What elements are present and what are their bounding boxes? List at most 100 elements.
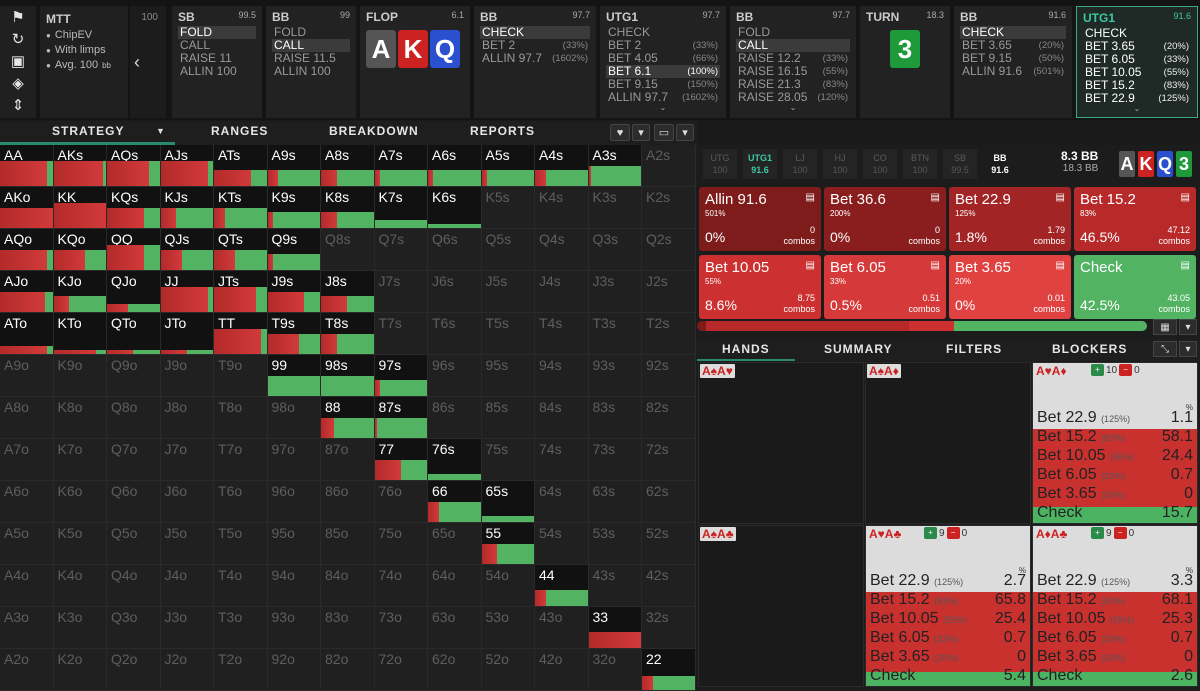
grid-cell[interactable]: 43s	[588, 565, 642, 607]
grid-cell[interactable]: K6o	[53, 481, 107, 523]
grid-cell[interactable]: T7s	[374, 313, 428, 355]
grid-cell[interactable]: 66	[428, 481, 482, 523]
split-icon[interactable]: ⇕	[11, 97, 25, 114]
chevron-down-icon[interactable]: ⌄	[1133, 104, 1141, 113]
grid-cell[interactable]: 53s	[588, 523, 642, 565]
grid-cell[interactable]: 72s	[642, 439, 696, 481]
tab-summary[interactable]: SUMMARY	[824, 342, 893, 356]
grid-cell[interactable]: 98o	[267, 397, 321, 439]
grid-cell[interactable]: 55	[481, 523, 535, 565]
grid-cell[interactable]: A4o	[0, 565, 54, 607]
action-card[interactable]: Bet 36.6 200% 0% 0 combos ▤	[824, 187, 946, 251]
grid-cell[interactable]: 82s	[642, 397, 696, 439]
action-option[interactable]: ALLIN 100	[272, 65, 350, 78]
action-option[interactable]: ALLIN 97.7 (1602%)	[480, 52, 590, 65]
grid-cell[interactable]: J5o	[160, 523, 214, 565]
grid-cell[interactable]: 85s	[481, 397, 535, 439]
grid-cell[interactable]: 73s	[588, 439, 642, 481]
grid-cell[interactable]: ATo	[0, 313, 54, 355]
grid-cell[interactable]: K9o	[53, 355, 107, 397]
collapse-icon[interactable]: ⤡	[1153, 341, 1177, 357]
action-card[interactable]: Bet 10.05 55% 8.6% 8.75 combos ▤	[699, 255, 821, 319]
grid-cell[interactable]: K4s	[535, 187, 589, 229]
grid-cell[interactable]: K8o	[53, 397, 107, 439]
action-option[interactable]: BET 9.15 (50%)	[960, 52, 1066, 65]
action-option[interactable]: CALL	[736, 39, 850, 52]
grid-cell[interactable]: KQo	[53, 229, 107, 271]
grid-cell[interactable]: 94o	[267, 565, 321, 607]
grid-cell[interactable]: 42o	[535, 649, 589, 691]
grid-cell[interactable]: 54s	[535, 523, 589, 565]
tab-filters[interactable]: FILTERS	[946, 342, 1003, 356]
action-option[interactable]: ALLIN 100	[178, 65, 256, 78]
grid-cell[interactable]: 63s	[588, 481, 642, 523]
chevron-down-icon[interactable]: ▾	[1179, 341, 1197, 357]
tab-hands[interactable]: HANDS	[722, 342, 770, 356]
grid-cell[interactable]: K7o	[53, 439, 107, 481]
hand-combo[interactable]: A♥A♦ +10−0% Bet 22.9 (125%) 1.1 Bet 15.2 (83…	[1032, 362, 1198, 524]
action-option[interactable]: RAISE 11	[178, 52, 256, 65]
position-co[interactable]: CO 100	[863, 149, 897, 179]
grid-cell[interactable]: K9s	[267, 187, 321, 229]
action-option[interactable]: ALLIN 91.6 (501%)	[960, 65, 1066, 78]
hand-combo[interactable]: A♠A♦	[865, 362, 1031, 524]
grid-cell[interactable]: AJo	[0, 271, 54, 313]
grid-cell[interactable]: 92s	[642, 355, 696, 397]
grid-cell[interactable]: T2s	[642, 313, 696, 355]
gamepad-icon[interactable]: ◈	[12, 75, 24, 92]
grid-cell[interactable]: 74s	[535, 439, 589, 481]
grid-cell[interactable]: KK	[53, 187, 107, 229]
grid-cell[interactable]: A8s	[321, 145, 375, 187]
grid-cell[interactable]: A7s	[374, 145, 428, 187]
grid-cell[interactable]: 63o	[428, 607, 482, 649]
grid-cell[interactable]: Q9s	[267, 229, 321, 271]
hand-combo[interactable]: A♥A♣ +9−0% Bet 22.9 (125%) 2.7 Bet 15.2 (83%…	[865, 525, 1031, 687]
save-icon[interactable]: ▣	[10, 53, 26, 70]
action-option[interactable]: BET 4.05 (66%)	[606, 52, 720, 65]
grid-cell[interactable]: J5s	[481, 271, 535, 313]
grid-cell[interactable]: K2o	[53, 649, 107, 691]
grid-cell[interactable]: T4s	[535, 313, 589, 355]
grid-cell[interactable]: 94s	[535, 355, 589, 397]
grid-cell[interactable]: A9o	[0, 355, 54, 397]
position-sb[interactable]: SB 99.5	[943, 149, 977, 179]
grid-cell[interactable]: A8o	[0, 397, 54, 439]
chevron-down-icon[interactable]: ⌄	[789, 103, 797, 112]
details-icon[interactable]: ▤	[930, 192, 940, 203]
grid-cell[interactable]: A3s	[588, 145, 642, 187]
grid-cell[interactable]: A7o	[0, 439, 54, 481]
grid-cell[interactable]: T3s	[588, 313, 642, 355]
tab-blockers[interactable]: BLOCKERS	[1052, 342, 1128, 356]
grid-cell[interactable]: JTs	[214, 271, 268, 313]
chevron-down-icon[interactable]: ▼	[156, 126, 165, 136]
action-option[interactable]: RAISE 12.2 (33%)	[736, 52, 850, 65]
grid-cell[interactable]: 77	[374, 439, 428, 481]
tab-breakdown[interactable]: BREAKDOWN	[329, 124, 419, 138]
grid-cell[interactable]: 88	[321, 397, 375, 439]
grid-cell[interactable]: J8o	[160, 397, 214, 439]
action-card[interactable]: Allin 91.6 501% 0% 0 combos ▤	[699, 187, 821, 251]
grid-cell[interactable]: Q7s	[374, 229, 428, 271]
action-option[interactable]: RAISE 16.15 (55%)	[736, 65, 850, 78]
grid-cell[interactable]: J4s	[535, 271, 589, 313]
grid-cell[interactable]: 95o	[267, 523, 321, 565]
details-icon[interactable]: ▤	[1055, 192, 1065, 203]
grid-cell[interactable]: J2s	[642, 271, 696, 313]
grid-cell[interactable]: QJo	[107, 271, 161, 313]
grid-cell[interactable]: 95s	[481, 355, 535, 397]
grid-cell[interactable]: K6s	[428, 187, 482, 229]
grid-cell[interactable]: 44	[535, 565, 589, 607]
grid-cell[interactable]: KJs	[160, 187, 214, 229]
grid-cell[interactable]: 74o	[374, 565, 428, 607]
grid-cell[interactable]: T6s	[428, 313, 482, 355]
details-icon[interactable]: ▤	[930, 260, 940, 271]
grid-cell[interactable]: QTs	[214, 229, 268, 271]
details-icon[interactable]: ▤	[805, 260, 815, 271]
grid-cell[interactable]: T2o	[214, 649, 268, 691]
grid-cell[interactable]: 76o	[374, 481, 428, 523]
details-icon[interactable]: ▤	[1055, 260, 1065, 271]
grid-cell[interactable]: 84o	[321, 565, 375, 607]
action-option[interactable]: BET 6.05 (33%)	[1083, 53, 1191, 66]
grid-cell[interactable]: JJ	[160, 271, 214, 313]
grid-cell[interactable]: J4o	[160, 565, 214, 607]
